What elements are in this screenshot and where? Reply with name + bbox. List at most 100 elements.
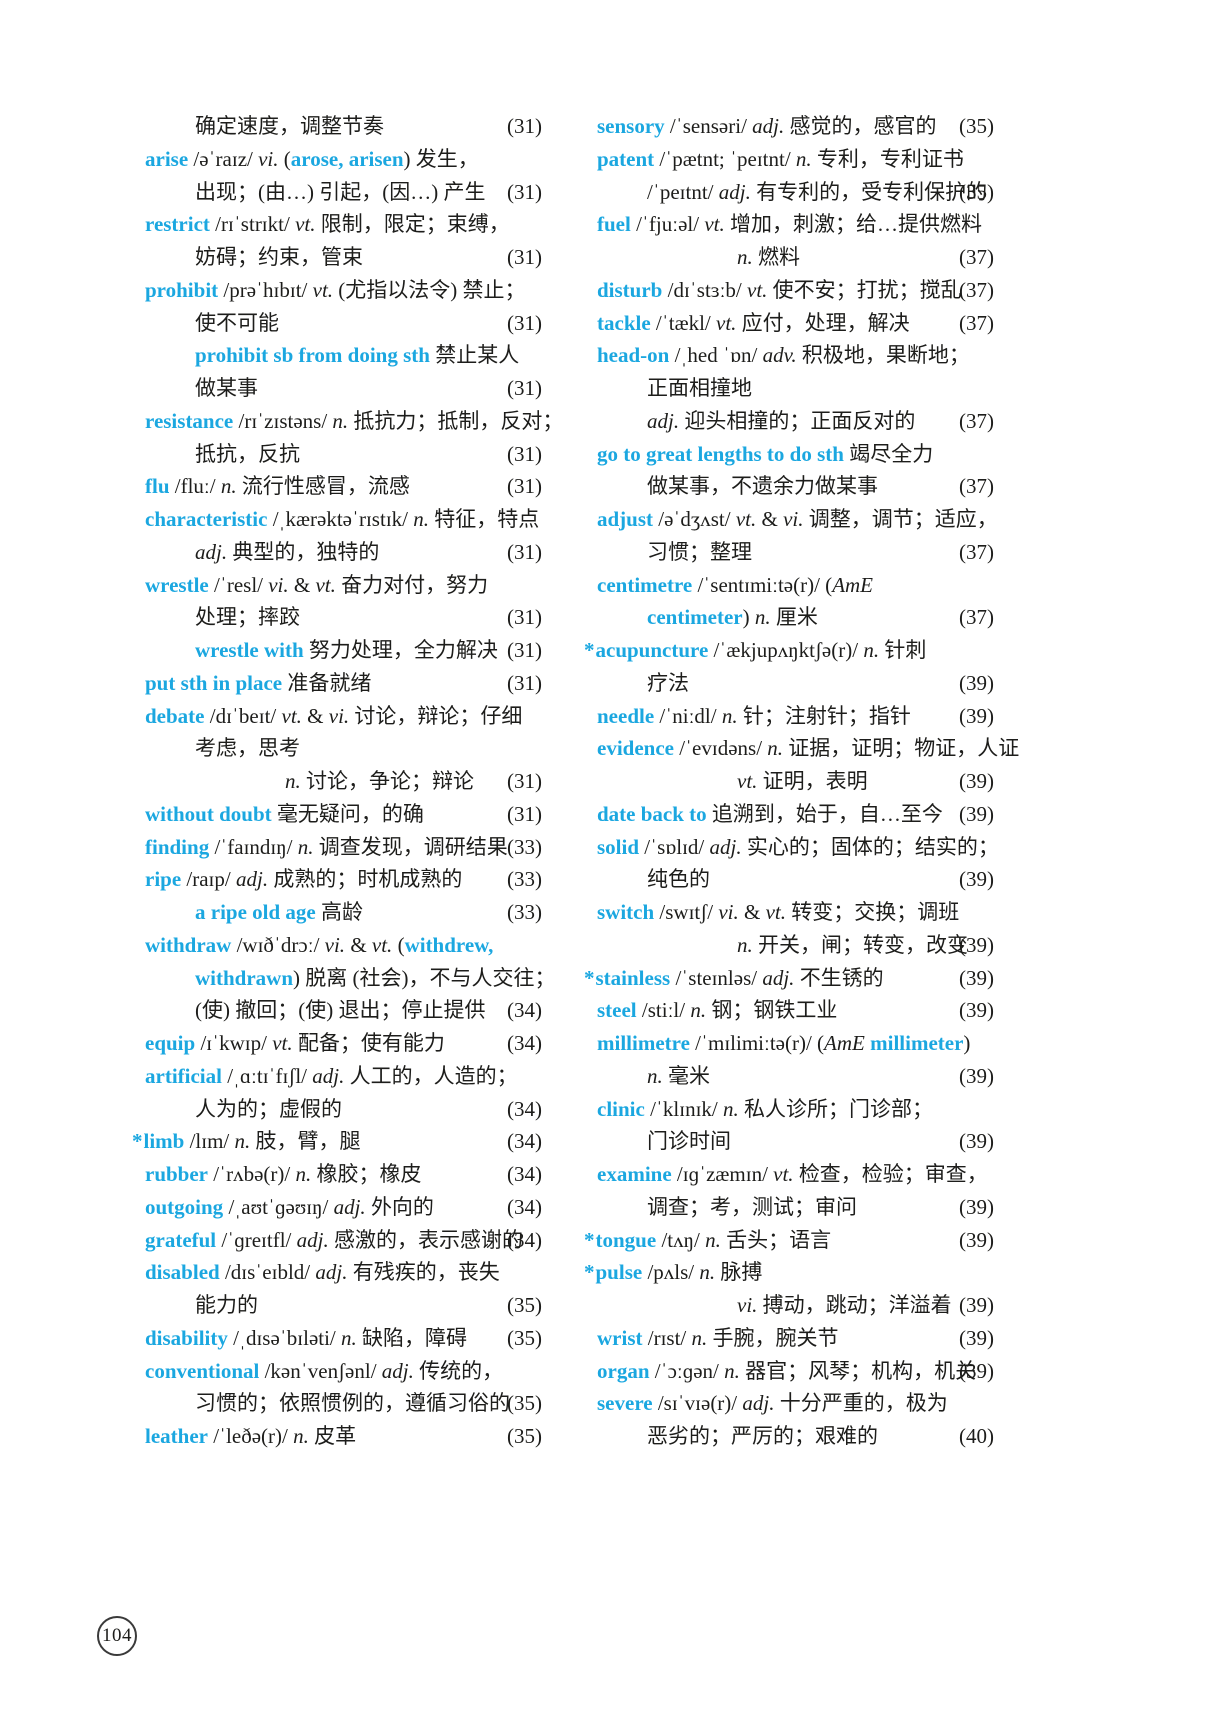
entry-text: without doubt 毫无疑问，的确 xyxy=(145,798,424,831)
part-of-speech: vt. xyxy=(315,572,336,597)
entry-text: vi. 搏动，跳动；洋溢着 xyxy=(737,1289,952,1322)
entry-text: sensory /ˈsensəri/ adj. 感觉的，感官的 xyxy=(597,110,937,143)
entry-line: prohibit /prəˈhɪbɪt/ vt. (尤指以法令) 禁止； xyxy=(145,274,542,307)
part-of-speech: n. xyxy=(295,1162,312,1186)
definition-text: 调查；考，测试；审问 xyxy=(647,1194,857,1219)
part-of-speech: n. xyxy=(699,1260,716,1285)
entry-text: fuel /ˈfjuːəl/ vt. 增加，刺激；给…提供燃料 xyxy=(597,208,982,241)
entry-line: outgoing /ˌaʊtˈɡəʊɪŋ/ adj. 外向的 (34) xyxy=(145,1191,542,1224)
page-ref: (35) xyxy=(507,1325,542,1350)
page-ref: (31) xyxy=(507,539,542,564)
entry-line: equip /ɪˈkwɪp/ vt. 配备；使有能力 (34) xyxy=(145,1027,542,1060)
definition-text: /ɪˈkwɪp/ xyxy=(195,1031,273,1055)
part-of-speech: n. xyxy=(293,1424,309,1448)
definition-text: (使) 撤回；(使) 退出；停止提供 xyxy=(195,998,486,1023)
part-of-speech: vt. xyxy=(737,769,758,793)
entry-line: centimetre /ˈsentɪmiːtə(r)/ (AmE xyxy=(597,569,994,602)
entry-text: characteristic /ˌkærəktəˈrɪstɪk/ n. 特征，特… xyxy=(145,503,539,536)
definition-text: 皮革 xyxy=(308,1424,357,1448)
entry-line: evidence /ˈevɪdəns/ n. 证据，证明；物证，人证 xyxy=(597,732,1019,765)
headword: fuel xyxy=(597,212,631,237)
rare-word-asterisk: * xyxy=(132,1129,143,1154)
definition-text: 禁止某人 xyxy=(429,343,520,368)
definition-text: 感觉的，感官的 xyxy=(784,114,937,138)
definition-text: 讨论，争论；辩论 xyxy=(300,769,474,793)
entry-line: centimeter) n. 厘米 (37) xyxy=(597,601,994,634)
page-ref: (33) xyxy=(507,867,542,892)
entry-text: (使) 撤回；(使) 退出；停止提供 xyxy=(195,994,485,1027)
entry-text: finding /ˈfaɪndɪŋ/ n. 调查发现，调研结果 xyxy=(145,831,508,864)
part-of-speech: adj. xyxy=(333,1194,366,1219)
definition-text: & xyxy=(756,507,784,531)
entry-text: wrestle /ˈresl/ vi. & vt. 奋力对付，努力 xyxy=(145,569,488,602)
part-of-speech: vi. xyxy=(258,146,279,171)
page-ref: (34) xyxy=(507,1096,542,1121)
entry-text: /ˈpeɪtnt/ adj. 有专利的，受专利保护的 xyxy=(647,176,987,209)
definition-text: 缺陷，障碍 xyxy=(356,1325,468,1350)
part-of-speech: AmE xyxy=(824,1031,871,1055)
part-of-speech: vt. xyxy=(295,212,316,237)
part-of-speech: n. xyxy=(721,703,738,728)
entry-text: 抵抗，反抗 xyxy=(195,438,300,471)
page-ref: (35) xyxy=(959,179,994,204)
definition-text: /ˈsteɪnləs/ xyxy=(670,965,763,990)
definition-text: /dɪsˈeɪbld/ xyxy=(219,1260,316,1285)
entry-line: 使不可能 (31) xyxy=(145,307,542,340)
part-of-speech: n. xyxy=(691,1325,708,1350)
headword: a ripe old age xyxy=(195,900,316,924)
definition-text: 竭尽全力 xyxy=(843,441,934,466)
headword: severe xyxy=(597,1391,653,1416)
page-ref: (39) xyxy=(959,670,994,695)
part-of-speech: adj. xyxy=(315,1260,348,1285)
page-ref: (34) xyxy=(507,1194,542,1219)
definition-text: /ˌhed ˈɒn/ xyxy=(669,343,763,368)
entry-line: *pulse /pʌls/ n. 脉搏 xyxy=(584,1256,994,1289)
definition-text: 积极地，果断地； xyxy=(796,343,970,368)
definition-text: /ˈɔːɡən/ xyxy=(649,1358,725,1383)
headword: solid xyxy=(597,834,640,859)
headword: examine xyxy=(597,1162,672,1186)
entry-text: n. 毫米 xyxy=(647,1060,710,1093)
page-number-badge: 104 xyxy=(97,1616,137,1656)
part-of-speech: n. xyxy=(754,605,771,630)
headword: wrist xyxy=(597,1325,643,1350)
entry-line: *acupuncture /ˈækjupʌŋktʃə(r)/ n. 针刺 xyxy=(584,634,994,667)
definition-text: 正面相撞地 xyxy=(647,376,752,400)
definition-text: 证明，表明 xyxy=(757,769,868,793)
entry-text: 能力的 xyxy=(195,1289,258,1322)
definition-text: 调整，调节；适应， xyxy=(803,507,998,531)
page-ref: (39) xyxy=(959,932,994,957)
part-of-speech: n. xyxy=(234,1129,251,1154)
page-ref: (39) xyxy=(959,801,994,826)
entry-line: 调查；考，测试；审问 (39) xyxy=(597,1191,994,1224)
headword: disabled xyxy=(145,1260,220,1285)
definition-text: /swɪtʃ/ xyxy=(654,900,719,924)
entry-line: sensory /ˈsensəri/ adj. 感觉的，感官的 (35) xyxy=(597,110,994,143)
definition-text: /ˈsɒlɪd/ xyxy=(639,834,710,859)
entry-text: put sth in place 准备就绪 xyxy=(145,667,371,700)
definition-text: 外向的 xyxy=(365,1194,434,1219)
page-ref: (37) xyxy=(959,539,994,564)
entry-line: 考虑，思考 xyxy=(145,732,542,765)
definition-text: 讨论，辩论；仔细 xyxy=(349,703,523,728)
entry-line: /ˈpeɪtnt/ adj. 有专利的，受专利保护的 (35) xyxy=(597,176,994,209)
entry-text: adj. 迎头相撞的；正面反对的 xyxy=(647,405,915,438)
entry-line: n. 毫米 (39) xyxy=(597,1060,994,1093)
part-of-speech: adv. xyxy=(762,343,797,368)
entry-line: *tongue /tʌŋ/ n. 舌头；语言 (39) xyxy=(584,1224,994,1257)
page-ref: (37) xyxy=(959,474,994,499)
definition-text: /ɪɡˈzæmɪn/ xyxy=(671,1162,774,1186)
definition-text: 高龄 xyxy=(315,900,363,924)
entry-text: arise /əˈraɪz/ vi. (arose, arisen) 发生， xyxy=(145,143,479,176)
part-of-speech: AmE xyxy=(832,572,874,597)
entry-line: 妨碍；约束，管束 (31) xyxy=(145,241,542,274)
definition-text: 配备；使有能力 xyxy=(292,1031,445,1055)
definition-text: /rɪˈzɪstəns/ xyxy=(233,408,333,433)
page-ref: (39) xyxy=(959,867,994,892)
headword: centimetre xyxy=(597,572,693,597)
definition-text: 针刺 xyxy=(879,638,927,662)
page-ref: (31) xyxy=(507,605,542,630)
headword: flu xyxy=(145,474,170,499)
definition-text: /əˈraɪz/ xyxy=(188,146,259,171)
part-of-speech: vt. xyxy=(312,277,334,302)
